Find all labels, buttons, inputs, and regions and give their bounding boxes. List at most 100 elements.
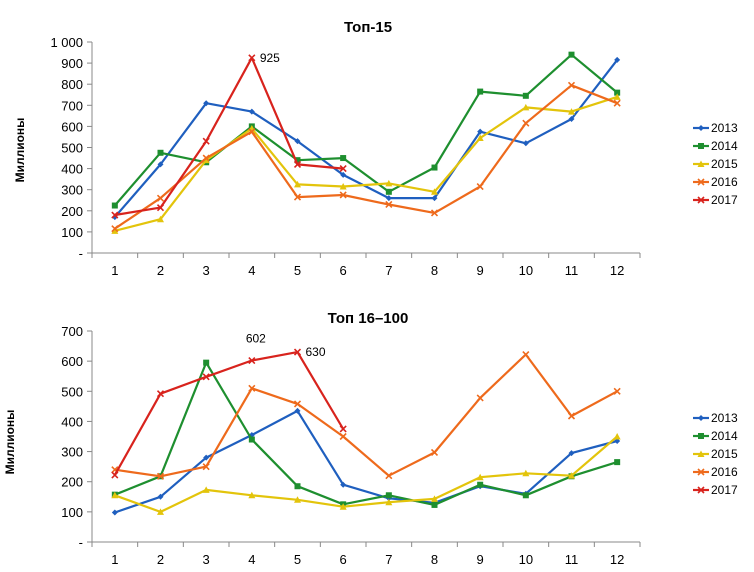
- series-2015: [111, 93, 621, 234]
- data-point-2017: [339, 165, 347, 173]
- x-tick-label: 12: [610, 263, 624, 278]
- data-point-2014: [385, 492, 392, 499]
- data-point-2015: [522, 469, 530, 477]
- data-point-2016: [248, 384, 256, 392]
- data-point-2017: [248, 356, 256, 365]
- data-point-2016: [697, 468, 705, 476]
- x-tick-label: 8: [431, 263, 438, 278]
- y-tick-label: 300: [61, 183, 83, 198]
- series-2014: [111, 359, 621, 508]
- data-point-2014: [248, 436, 255, 443]
- data-point-2014: [614, 459, 621, 466]
- data-point-2015: [385, 179, 393, 187]
- data-point-2016: [567, 412, 576, 420]
- x-tick-label: 5: [294, 552, 301, 567]
- data-point-2014: [340, 155, 347, 162]
- data-point-2013: [568, 116, 575, 123]
- data-point-2013: [111, 509, 118, 516]
- legend-label: 2015: [711, 447, 738, 461]
- data-point-2013: [203, 454, 210, 461]
- x-tick-label: 10: [519, 263, 533, 278]
- series-2016: [111, 81, 621, 233]
- data-point-2015: [568, 472, 575, 479]
- data-point-2016: [339, 432, 347, 441]
- data-point-2015: [202, 486, 210, 493]
- x-tick-label: 2: [157, 263, 164, 278]
- data-point-2013: [431, 195, 438, 202]
- x-tick-label: 6: [340, 263, 347, 278]
- data-point-2013: [157, 161, 164, 168]
- data-point-2016: [156, 194, 165, 202]
- series-line-2015: [114, 95, 618, 232]
- data-point-2014: [522, 92, 529, 99]
- data-point-2017: [111, 211, 119, 219]
- data-point-2014: [431, 501, 438, 508]
- y-tick-label: 1 000: [50, 35, 83, 50]
- data-point-2014: [522, 492, 529, 499]
- data-point-2013: [340, 481, 347, 488]
- data-label: 925: [260, 51, 280, 65]
- data-point-2015: [157, 508, 164, 515]
- legend-label: 2014: [711, 429, 738, 443]
- data-point-2013: [203, 100, 210, 107]
- legend-item-2015: 2015: [693, 157, 738, 171]
- legend: 2013 2014 2015 2016 2017: [693, 411, 738, 497]
- series-line-2014: [114, 361, 618, 506]
- y-tick-label: -: [79, 246, 83, 261]
- data-point-2017: [202, 373, 210, 381]
- data-point-2014: [294, 157, 301, 164]
- x-tick-label: 5: [294, 263, 301, 278]
- x-tick-label: 7: [385, 552, 392, 567]
- data-point-2016: [293, 193, 302, 201]
- legend-item-2017: 2017: [693, 193, 738, 207]
- data-point-2016: [385, 472, 393, 480]
- data-point-2015: [522, 103, 530, 111]
- data-point-2017: [293, 160, 302, 168]
- data-point-2013: [568, 450, 575, 457]
- series-2015: [111, 433, 621, 515]
- legend-item-2017: 2017: [693, 483, 738, 497]
- x-tick-label: 8: [431, 552, 438, 567]
- data-point-2016: [156, 472, 165, 480]
- y-tick-label: 700: [61, 324, 83, 339]
- series-line-2015: [114, 435, 618, 513]
- data-point-2015: [294, 180, 301, 188]
- data-point-2015: [568, 108, 575, 115]
- series-2016: [111, 350, 621, 480]
- data-point-2017: [339, 425, 347, 433]
- data-point-2016: [430, 209, 439, 217]
- data-point-2016: [202, 154, 210, 162]
- data-point-2016: [385, 200, 393, 209]
- data-point-2015: [431, 495, 438, 502]
- data-point-2017: [156, 390, 165, 398]
- data-point-2013: [340, 171, 347, 178]
- y-tick-label: 400: [61, 414, 83, 429]
- data-point-2016: [339, 191, 347, 199]
- data-point-2015: [697, 450, 705, 457]
- y-tick-label: -: [79, 535, 83, 550]
- legend-label: 2015: [711, 157, 738, 171]
- data-point-2016: [430, 448, 439, 457]
- legend-label: 2017: [711, 193, 738, 207]
- legend-label: 2014: [711, 139, 738, 153]
- x-tick-label: 4: [248, 552, 255, 567]
- x-tick-label: 1: [111, 552, 118, 567]
- data-label: 602: [246, 332, 266, 346]
- data-point-2014: [294, 483, 301, 490]
- legend-item-2014: 2014: [693, 429, 738, 443]
- data-point-2015: [294, 496, 301, 503]
- data-point-2013: [614, 438, 621, 445]
- data-point-2013: [294, 138, 301, 145]
- data-label: 630: [306, 345, 326, 359]
- series-line-2017: [113, 351, 345, 476]
- data-point-2015: [431, 188, 438, 195]
- data-point-2015: [202, 156, 210, 164]
- data-point-2014: [568, 51, 575, 58]
- data-point-2015: [339, 503, 347, 510]
- data-point-2016: [697, 178, 705, 186]
- y-tick-label: 500: [61, 141, 83, 156]
- x-tick-label: 4: [248, 263, 255, 278]
- y-tick-label: 600: [61, 119, 83, 134]
- y-tick-label: 300: [61, 445, 83, 460]
